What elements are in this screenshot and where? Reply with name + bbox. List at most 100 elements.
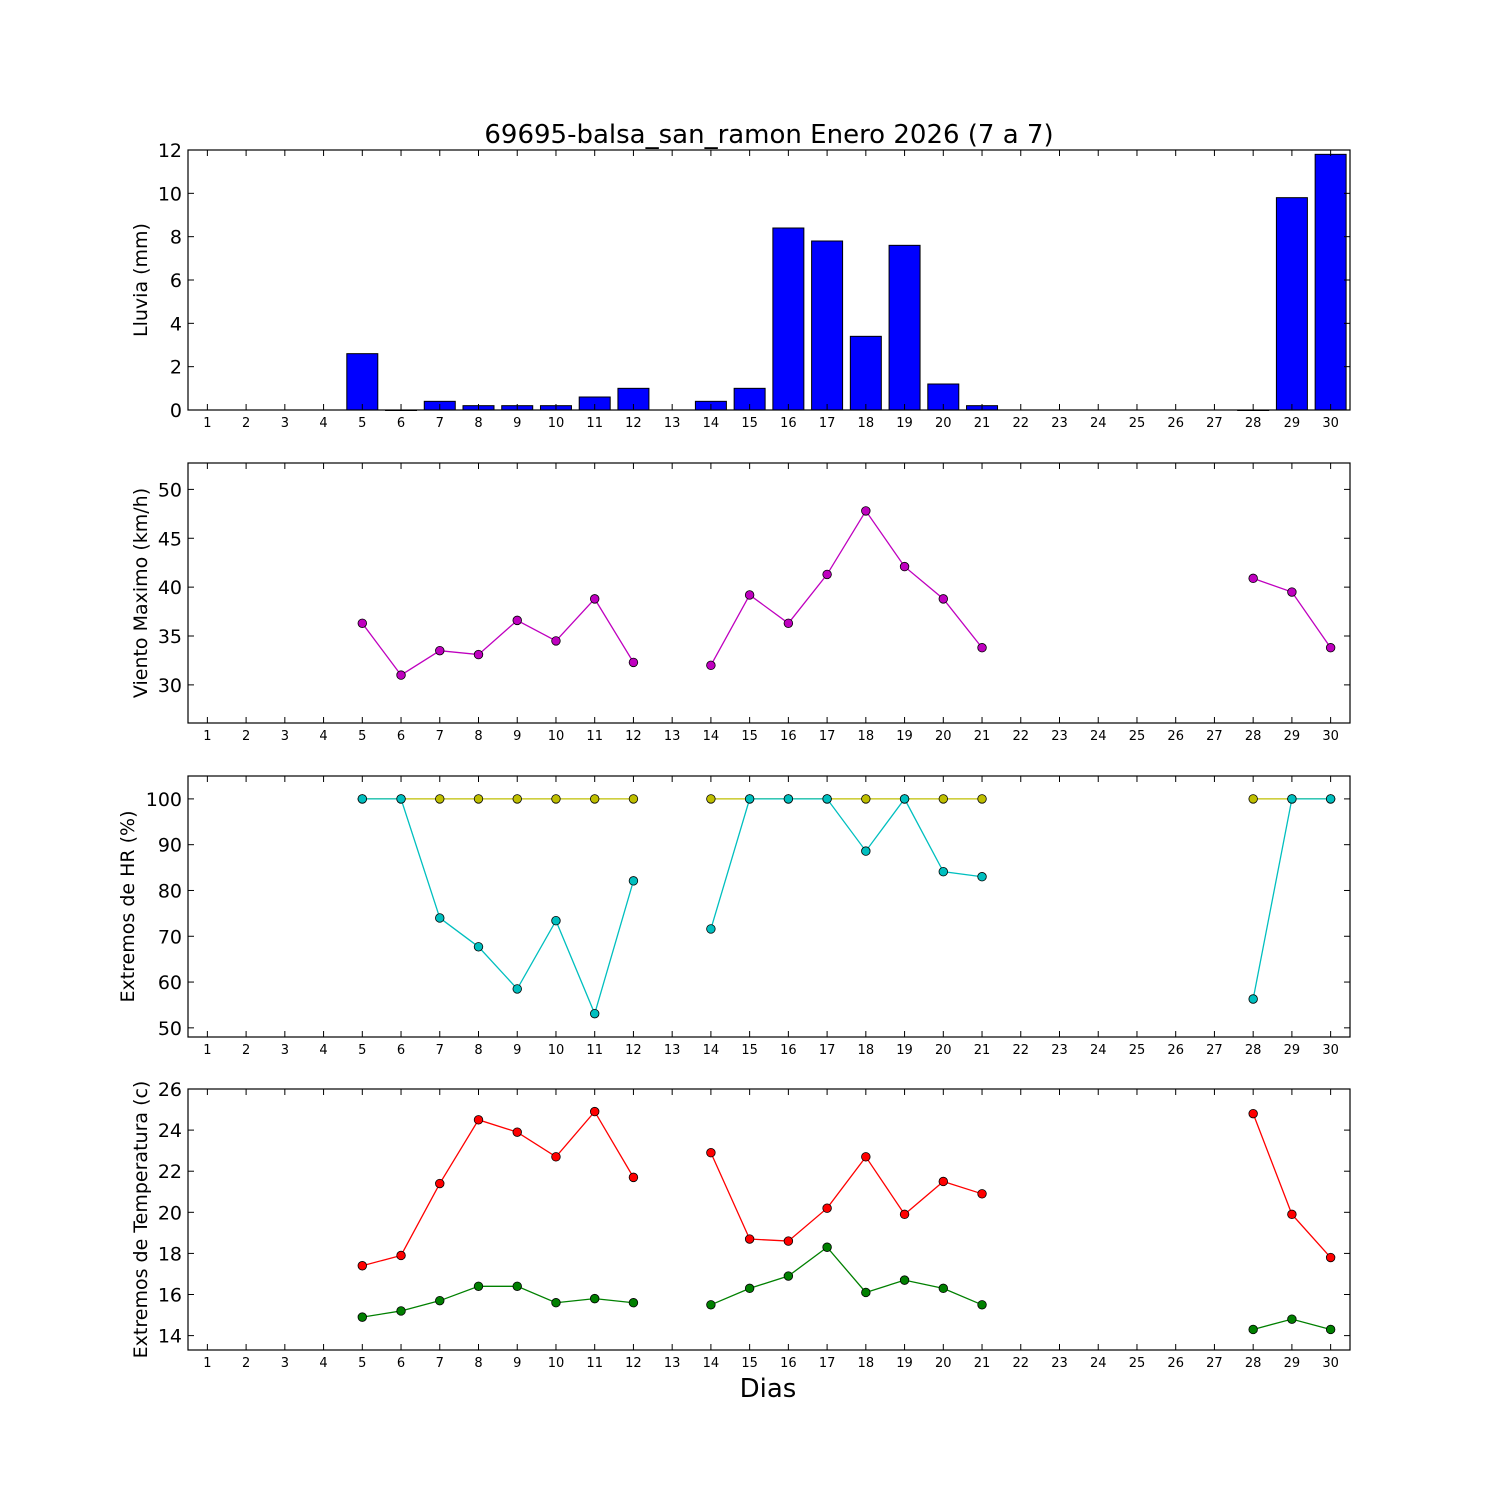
temperatura-minima-point-day-17 [822,1242,832,1252]
temperatura-minima-point-day-12 [628,1298,639,1308]
hr-minima-point-day-14 [706,924,716,934]
y-tick-label: 100 [146,789,182,811]
hr-minima-point-day-7 [435,913,445,923]
y-tick-label: 22 [158,1161,182,1183]
x-tick-label: 6 [397,729,405,744]
x-tick-label: 29 [1284,729,1301,744]
bar-day-17 [811,240,844,411]
y-tick-label: 45 [158,528,182,550]
x-tick-label: 19 [896,416,913,431]
x-tick-label: 13 [664,729,681,744]
y-tick-label: 12 [158,140,182,162]
x-tick-label: 5 [358,416,366,431]
temperatura-maxima-point-day-28 [1248,1108,1258,1119]
y-tick-label: 8 [170,227,182,249]
temperatura-minima-point-day-11 [590,1293,600,1304]
hr-minima-point-day-15 [744,794,755,804]
x-tick-label: 4 [319,1356,327,1371]
temperatura-minima-point-day-15 [744,1283,755,1294]
x-tick-label: 17 [819,1043,836,1058]
temperatura-maxima-point-day-12 [628,1172,639,1183]
x-tick-label: 17 [819,416,836,431]
x-tick-label: 16 [780,1043,797,1058]
x-tick-label: 26 [1167,1356,1184,1371]
y-tick-label: 6 [170,270,182,292]
hr-minima-point-day-18 [861,846,871,856]
bar-day-19 [888,244,921,411]
x-tick-label: 28 [1245,729,1262,744]
x-tick-label: 26 [1167,416,1184,431]
temperatura-maxima-point-day-16 [783,1236,794,1246]
viento-maximo-point-day-15 [744,590,755,600]
x-tick-label: 13 [664,416,681,431]
temperatura-maxima-point-day-9 [512,1127,522,1137]
x-tick-label: 14 [703,1043,720,1058]
x-tick-label: 22 [1012,1043,1029,1058]
temperatura-minima-point-day-8 [473,1281,484,1291]
hr-minima-line [1252,798,1331,1000]
y-tick-label: 2 [170,357,182,379]
viento-maximo-point-day-6 [396,670,406,680]
x-tick-label: 7 [436,729,444,744]
x-tick-label: 21 [974,1043,991,1058]
bar-day-18 [849,335,882,411]
y-tick-label: 80 [158,880,182,902]
x-tick-label: 18 [858,1043,875,1058]
hr-maxima-point-day-8 [473,794,484,804]
hr-minima-line [710,797,983,930]
x-tick-label: 11 [586,1043,603,1058]
temperatura-minima-point-day-10 [551,1298,561,1308]
x-tick-label: 8 [474,1356,482,1371]
viento-maximo-point-day-28 [1248,573,1258,584]
hr-minima-point-day-16 [783,794,794,804]
x-tick-label: 2 [242,416,250,431]
x-tick-label: 18 [858,416,875,431]
temperatura-maxima-line [362,1110,634,1267]
temperatura-minima-point-day-19 [899,1275,910,1285]
x-tick-label: 16 [780,1356,797,1371]
x-tick-label: 14 [703,1356,720,1371]
x-tick-label: 7 [436,1043,444,1058]
y-tick-label: 35 [158,626,182,648]
x-tick-label: 2 [242,1043,250,1058]
y-tick-label: 18 [158,1243,182,1265]
x-tick-label: 23 [1051,1043,1068,1058]
hr-maxima-point-day-14 [706,794,716,804]
y-tick-label: 20 [158,1202,182,1224]
x-tick-label: 30 [1322,1043,1339,1058]
x-tick-label: 19 [896,729,913,744]
y-tick-label: 50 [158,1018,182,1040]
x-tick-label: 6 [397,1043,405,1058]
hr-maxima-point-day-9 [512,794,522,804]
x-tick-label: 3 [281,1356,289,1371]
y-tick-label: 10 [158,183,182,205]
hr-minima-point-day-29 [1287,794,1297,804]
x-tick-label: 8 [474,1043,482,1058]
x-tick-label: 2 [242,729,250,744]
x-tick-label: 21 [974,729,991,744]
hr-maxima-point-day-12 [628,794,639,804]
temperatura-minima-point-day-29 [1287,1314,1297,1324]
hr-minima-point-day-30 [1325,794,1336,804]
x-tick-label: 3 [281,416,289,431]
temperatura-minima-point-day-14 [706,1300,716,1310]
x-tick-label: 2 [242,1356,250,1371]
temperatura-maxima-point-day-15 [744,1234,755,1244]
hr-minima-point-day-10 [551,915,561,926]
bar-day-30 [1314,153,1347,411]
x-tick-label: 1 [203,1043,211,1058]
temperatura-maxima-point-day-19 [899,1209,910,1220]
x-tick-label: 30 [1322,729,1339,744]
y-tick-label: 60 [158,972,182,994]
temperatura-maxima-point-day-14 [706,1148,716,1158]
x-tick-label: 22 [1012,729,1029,744]
x-tick-label: 15 [741,729,758,744]
x-tick-label: 5 [358,1043,366,1058]
bar-day-5 [346,353,379,411]
x-tick-label: 6 [397,1356,405,1371]
x-tick-label: 18 [858,729,875,744]
x-tick-label: 1 [203,729,211,744]
x-tick-label: 19 [896,1043,913,1058]
x-tick-label: 17 [819,1356,836,1371]
